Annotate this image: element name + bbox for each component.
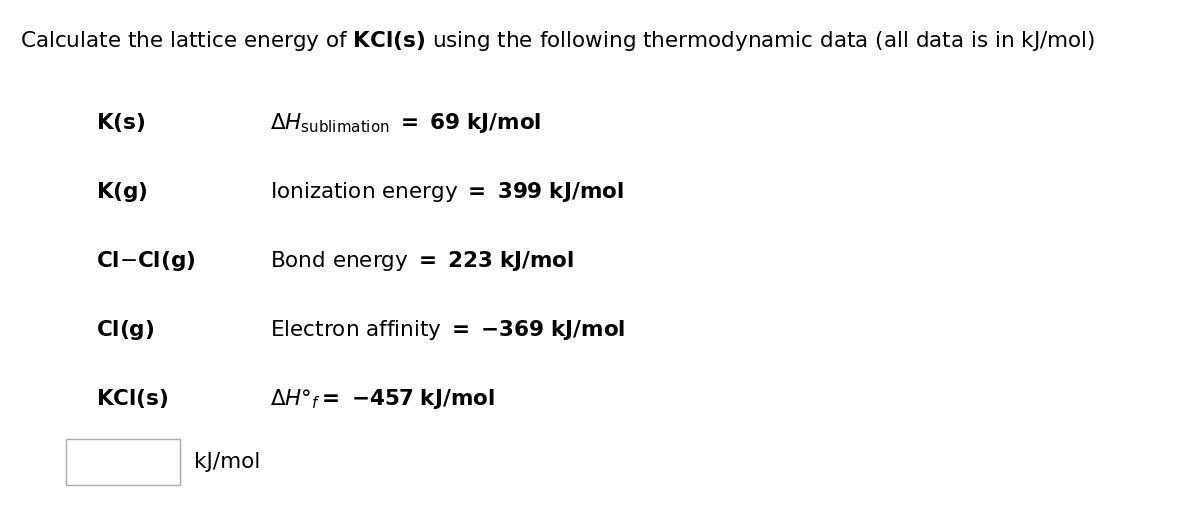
Text: $\mathbf{K(g)}$: $\mathbf{K(g)}$ bbox=[96, 180, 148, 203]
Text: $\mathbf{KCl(s)}$: $\mathbf{KCl(s)}$ bbox=[96, 387, 168, 410]
Text: Bond energy $\mathbf{= \ 223 \ kJ/mol}$: Bond energy $\mathbf{= \ 223 \ kJ/mol}$ bbox=[270, 249, 574, 272]
Text: $\Delta H_{\mathrm{sublimation}}$ $\mathbf{= \ 69 \ kJ/mol}$: $\Delta H_{\mathrm{sublimation}}$ $\math… bbox=[270, 111, 541, 134]
Text: Ionization energy $\mathbf{= \ 399 \ kJ/mol}$: Ionization energy $\mathbf{= \ 399 \ kJ/… bbox=[270, 180, 624, 203]
Text: Calculate the lattice energy of $\mathbf{KCl(s)}$ using the following thermodyna: Calculate the lattice energy of $\mathbf… bbox=[20, 29, 1096, 53]
Text: Electron affinity $\mathbf{= \ {-}369 \ kJ/mol}$: Electron affinity $\mathbf{= \ {-}369 \ … bbox=[270, 318, 625, 341]
Text: $\mathbf{Cl\mathrm{-}Cl(g)}$: $\mathbf{Cl\mathrm{-}Cl(g)}$ bbox=[96, 249, 196, 272]
Text: kJ/mol: kJ/mol bbox=[194, 452, 260, 473]
Text: $\mathbf{K(s)}$: $\mathbf{K(s)}$ bbox=[96, 111, 145, 134]
Text: $\mathbf{Cl(g)}$: $\mathbf{Cl(g)}$ bbox=[96, 318, 155, 341]
FancyBboxPatch shape bbox=[66, 439, 180, 485]
Text: $\Delta H°_{f}$$\mathbf{= \ {-}457 \ kJ/mol}$: $\Delta H°_{f}$$\mathbf{= \ {-}457 \ kJ/… bbox=[270, 387, 494, 410]
